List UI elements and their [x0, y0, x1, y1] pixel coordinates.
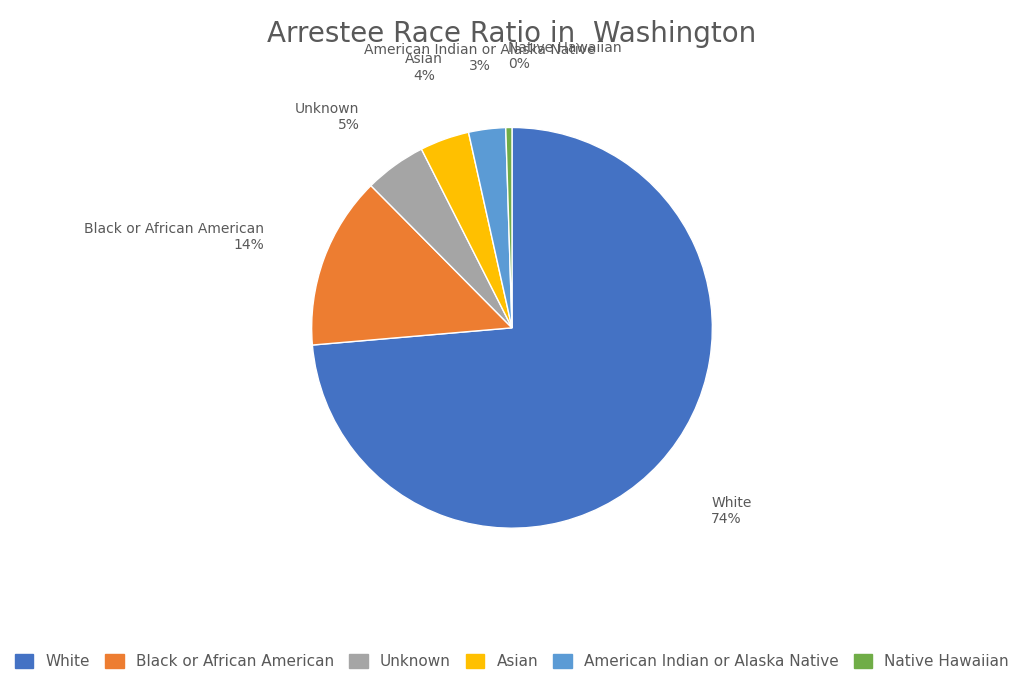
- Wedge shape: [506, 128, 512, 328]
- Text: American Indian or Alaska Native
3%: American Indian or Alaska Native 3%: [365, 43, 596, 73]
- Wedge shape: [312, 128, 713, 528]
- Wedge shape: [371, 149, 512, 328]
- Text: Unknown
5%: Unknown 5%: [295, 102, 359, 132]
- Text: Arrestee Race Ratio in  Washington: Arrestee Race Ratio in Washington: [267, 20, 757, 48]
- Text: Black or African American
14%: Black or African American 14%: [84, 222, 264, 252]
- Legend: White, Black or African American, Unknown, Asian, American Indian or Alaska Nati: White, Black or African American, Unknow…: [9, 648, 1015, 675]
- Text: Asian
4%: Asian 4%: [406, 53, 443, 83]
- Text: Native Hawaiian
0%: Native Hawaiian 0%: [508, 41, 622, 72]
- Wedge shape: [422, 133, 512, 328]
- Wedge shape: [469, 128, 512, 328]
- Wedge shape: [311, 186, 512, 345]
- Text: White
74%: White 74%: [712, 496, 752, 526]
